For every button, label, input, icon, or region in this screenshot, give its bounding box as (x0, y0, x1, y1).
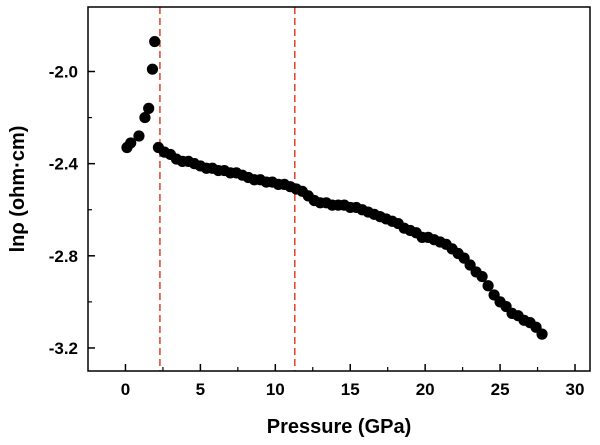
plot-frame (87, 6, 591, 372)
x-tick-label: 0 (121, 380, 130, 399)
data-point (146, 63, 159, 75)
y-tick-label: -2.4 (49, 155, 79, 174)
x-axis-label: Pressure (GPa) (267, 416, 412, 438)
data-point (139, 111, 151, 124)
y-tick-label: -2.0 (49, 63, 78, 82)
data-points (121, 35, 548, 340)
data-point (133, 130, 145, 142)
x-tick-label: 10 (266, 380, 285, 399)
ref-lines (159, 7, 296, 371)
data-point (125, 137, 137, 149)
data-point (476, 270, 488, 283)
x-tick-label: 30 (566, 380, 585, 399)
y-tick-label: -3.2 (49, 339, 78, 358)
x-tick-label: 5 (196, 380, 205, 399)
data-point (482, 280, 494, 292)
data-point (143, 102, 155, 114)
y-axis-label: lnρ (ohm·cm) (7, 126, 29, 253)
x-tick-label: 15 (341, 380, 360, 399)
x-tick-label: 25 (491, 380, 510, 399)
data-point (149, 35, 161, 48)
axis-ticks: 0 5 10 15 20 25 30 -2.0 -2.4 -2.8 -3.2 (49, 63, 585, 399)
data-point (536, 328, 548, 340)
y-tick-label: -2.8 (49, 247, 78, 266)
x-tick-label: 20 (416, 380, 435, 399)
